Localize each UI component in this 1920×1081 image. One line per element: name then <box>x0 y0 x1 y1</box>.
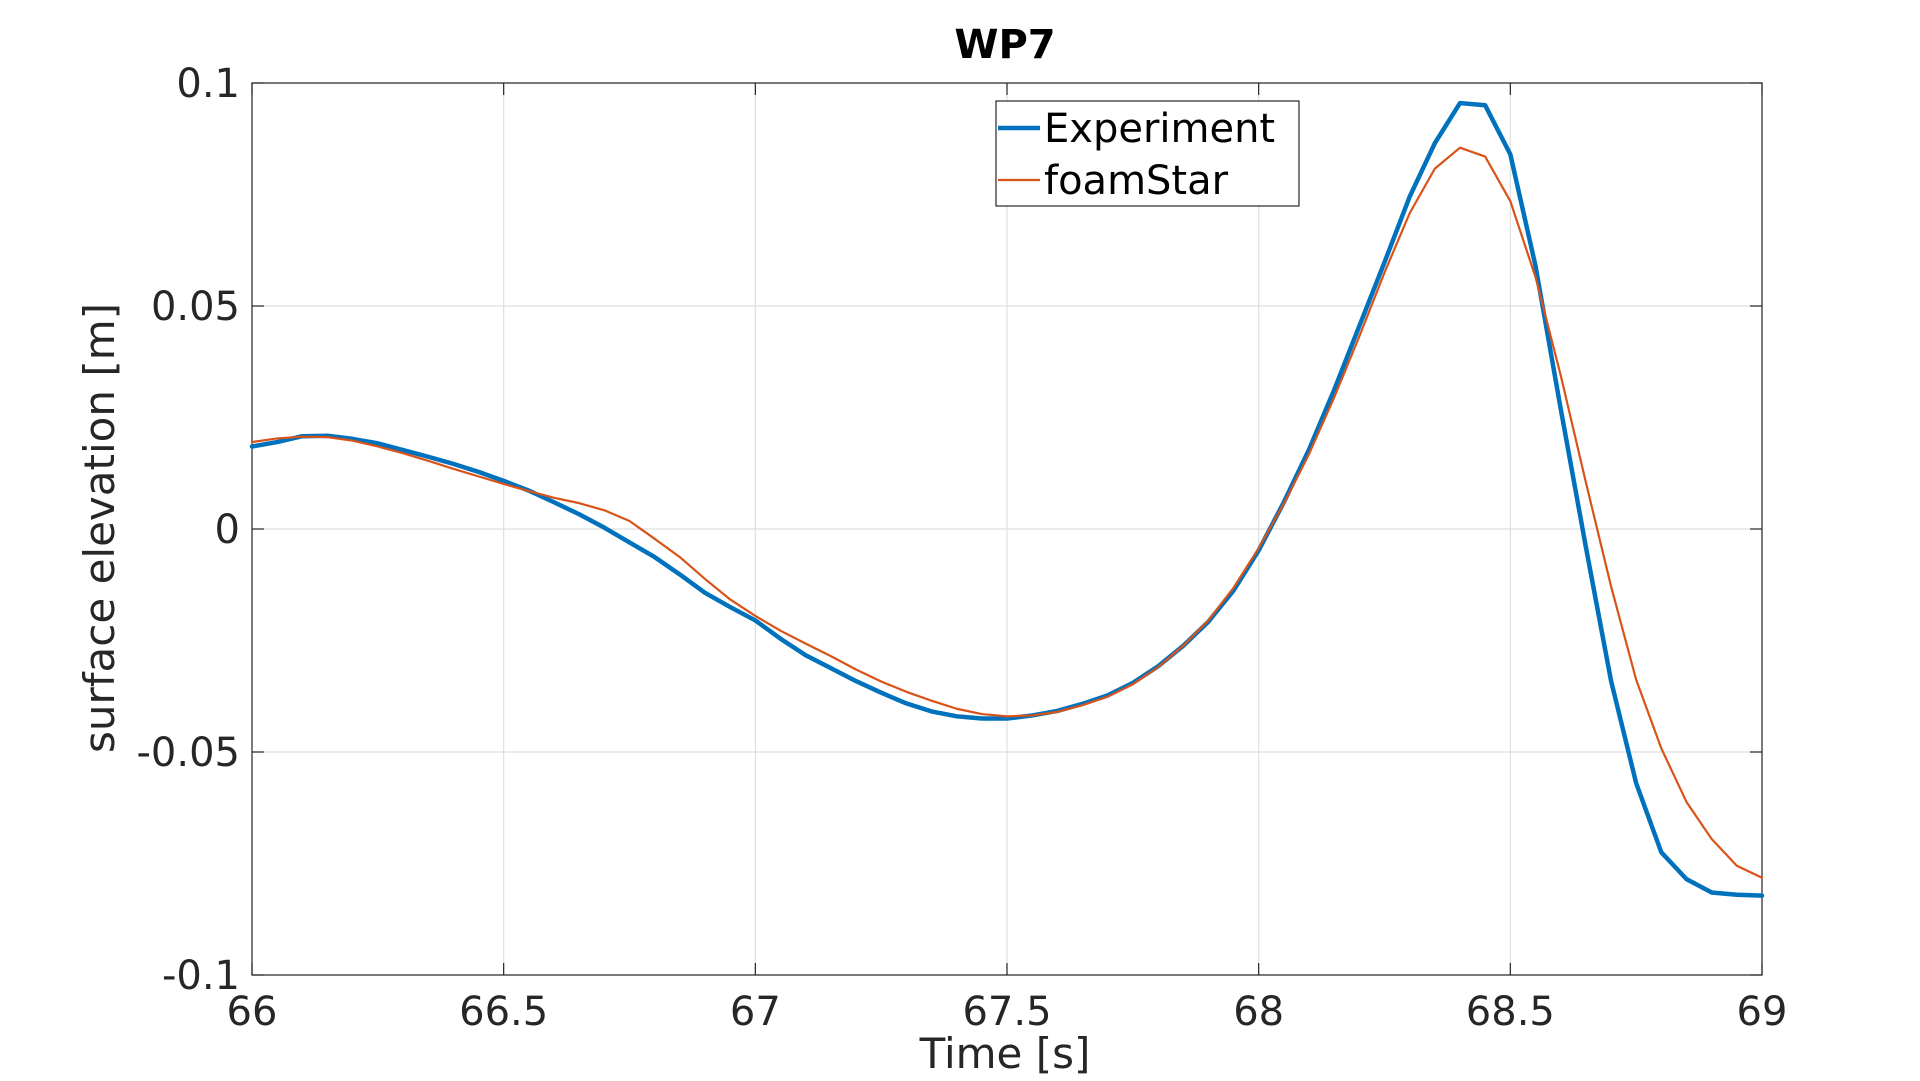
x-tick-label: 69 <box>1737 989 1788 1035</box>
x-tick-label: 67 <box>730 989 781 1035</box>
tick-marks <box>251 82 1763 976</box>
x-tick-label: 66 <box>227 989 278 1035</box>
x-tick-label: 66.5 <box>459 989 548 1035</box>
legend-label: foamStar <box>1044 158 1229 204</box>
y-axis-label: surface elevation [m] <box>75 303 124 753</box>
series-line-foamstar <box>250 146 1764 879</box>
x-tick-label: 68.5 <box>1466 989 1555 1035</box>
x-axis-label: Time [s] <box>919 1029 1091 1078</box>
series-line-experiment <box>249 100 1765 898</box>
x-tick-label: 67.5 <box>962 989 1051 1035</box>
y-tick-label: -0.1 <box>162 953 240 999</box>
legend-box <box>995 100 1300 207</box>
y-tick-label: -0.05 <box>137 730 241 776</box>
legend-label: Experiment <box>1044 106 1275 152</box>
legend: Experiment foamStar <box>995 100 1300 207</box>
chart-title: WP7 <box>954 22 1055 68</box>
x-tick-label: 68 <box>1233 989 1284 1035</box>
y-tick-label: 0 <box>215 507 240 553</box>
series-layer <box>249 100 1765 898</box>
y-tick-label: 0.1 <box>176 61 240 107</box>
y-tick-label: 0.05 <box>151 284 240 330</box>
tick-labels: 66 66.5 67 67.5 68 68.5 69 -0.1 -0.05 0 0.05 0.1 <box>137 61 1788 1035</box>
